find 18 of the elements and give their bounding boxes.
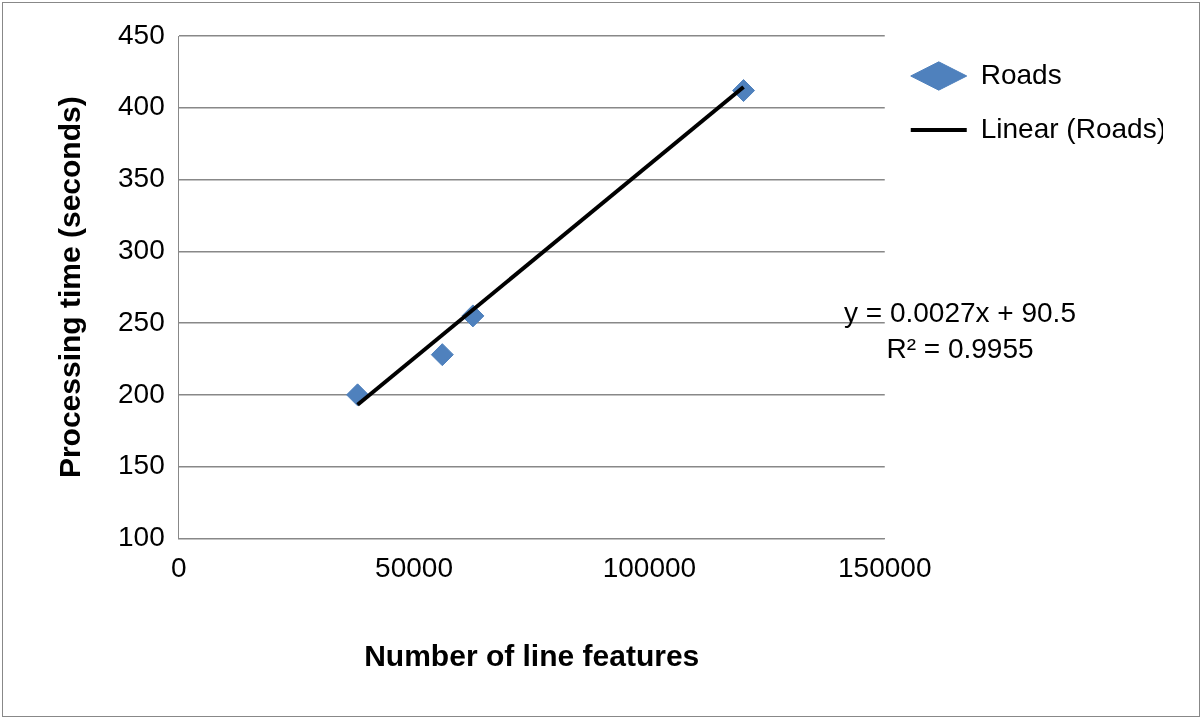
annotation: y = 0.0027x + 90.5 [844, 296, 1076, 328]
x-tick-label: 50000 [375, 551, 453, 583]
x-tick-label: 150000 [838, 551, 932, 583]
x-tick-label: 100000 [602, 551, 697, 583]
y-tick-label: 350 [118, 162, 165, 194]
y-tick-label: 300 [118, 234, 165, 266]
legend-label: Roads [980, 58, 1062, 90]
y-axis-title: Processing time (seconds) [53, 96, 87, 479]
y-tick-label: 200 [118, 377, 165, 409]
point [430, 343, 454, 367]
x-tick-label: 0 [170, 551, 187, 583]
y-tick-label: 450 [118, 18, 165, 50]
text: R² = 0.9955 [886, 332, 1034, 364]
x-axis-title: Number of line features [364, 639, 700, 673]
y-tick-label: 150 [118, 449, 165, 481]
y-tick-label: 400 [118, 90, 165, 122]
y-tick-label: 100 [118, 521, 165, 553]
y-tick-label: 250 [118, 305, 165, 337]
